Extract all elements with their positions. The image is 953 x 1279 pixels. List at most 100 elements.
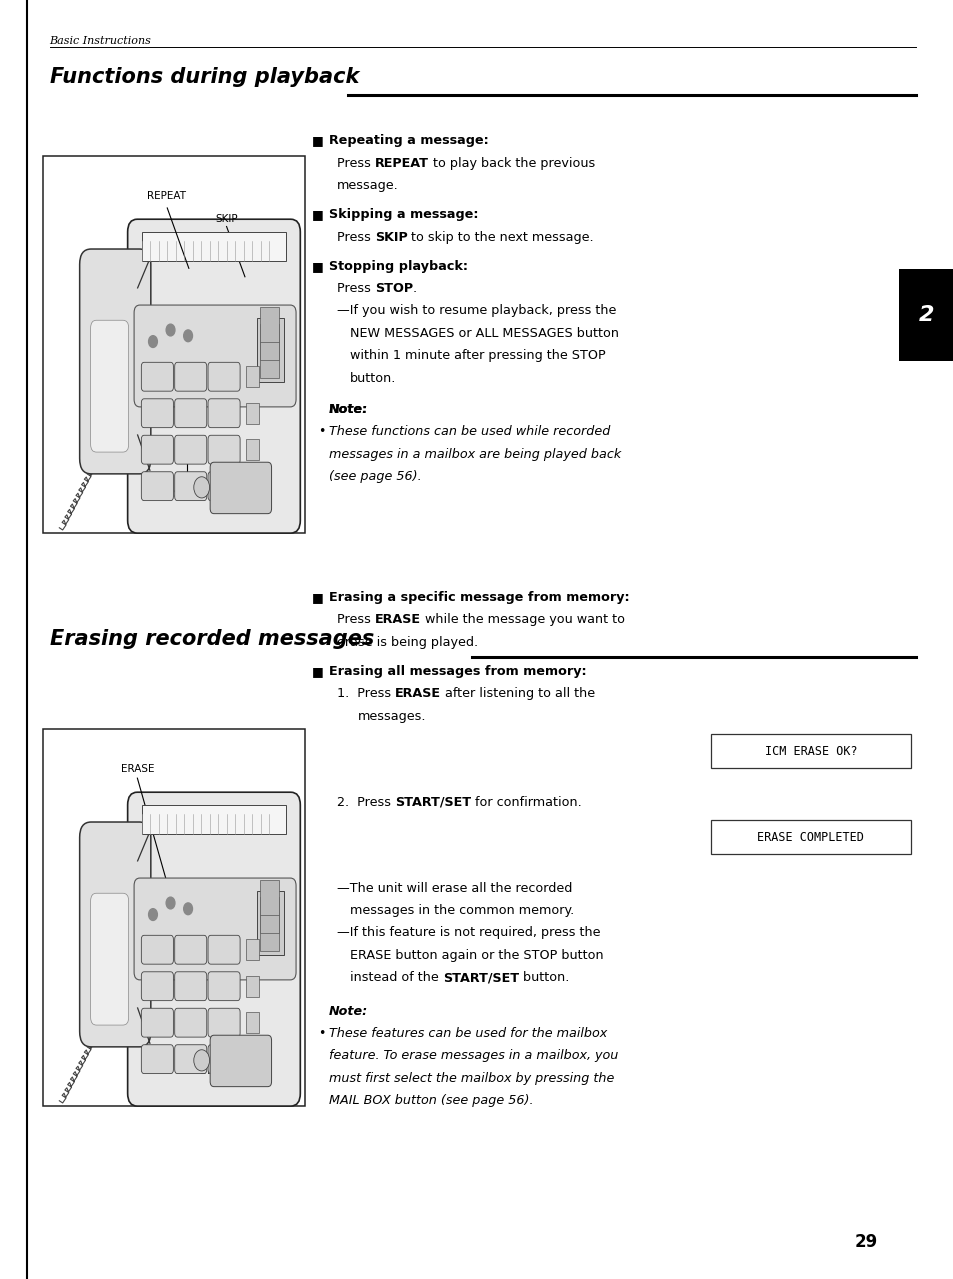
FancyBboxPatch shape [79,822,151,1046]
Text: Skipping a message:: Skipping a message: [329,208,478,221]
FancyBboxPatch shape [174,362,207,391]
FancyBboxPatch shape [141,399,173,427]
Text: 1.  Press: 1. Press [336,687,395,700]
Bar [246,403,259,423]
FancyBboxPatch shape [174,435,207,464]
Text: Basic Instructions: Basic Instructions [50,36,152,46]
Bar [246,476,259,496]
Text: STOP: STOP [375,281,413,295]
Text: STOP: STOP [173,490,201,499]
Text: START/SET: START/SET [395,796,471,808]
Text: after listening to all the: after listening to all the [440,687,595,700]
FancyBboxPatch shape [208,1008,240,1037]
Text: to skip to the next message.: to skip to the next message. [407,230,594,243]
FancyBboxPatch shape [174,1045,207,1073]
Text: erase is being played.: erase is being played. [336,636,477,648]
Bar [260,898,279,932]
Bar [246,1049,259,1069]
Text: SKIP: SKIP [375,230,407,243]
Text: Erasing a specific message from memory:: Erasing a specific message from memory: [329,591,629,604]
FancyBboxPatch shape [141,472,173,500]
Text: ERASE: ERASE [395,687,440,700]
Text: message.: message. [336,179,398,192]
Text: Press: Press [336,157,375,170]
Circle shape [193,1050,210,1071]
Text: •: • [317,425,325,439]
Bar [141,890,221,935]
Text: ■: ■ [312,208,323,221]
Bar [257,318,283,382]
FancyBboxPatch shape [174,399,207,427]
Circle shape [184,903,193,914]
Text: These functions can be used while recorded: These functions can be used while record… [329,425,610,439]
FancyBboxPatch shape [208,972,240,1000]
FancyBboxPatch shape [208,399,240,427]
Bar [246,1012,259,1033]
Circle shape [184,330,193,341]
Bar [43,156,305,533]
Text: ■: ■ [312,260,323,272]
Text: ERASE: ERASE [120,765,154,774]
Text: 2.  Press: 2. Press [336,796,395,808]
FancyBboxPatch shape [134,306,295,407]
FancyBboxPatch shape [208,362,240,391]
Text: MAIL BOX button (see page 56).: MAIL BOX button (see page 56). [329,1095,533,1108]
Text: Note:: Note: [329,403,368,416]
Text: Stopping playback:: Stopping playback: [329,260,468,272]
FancyBboxPatch shape [208,935,240,964]
FancyBboxPatch shape [174,935,207,964]
Bar [260,880,279,914]
Bar [260,916,279,950]
Text: ICM ERASE OK?: ICM ERASE OK? [763,744,857,757]
FancyBboxPatch shape [208,1045,240,1073]
Text: —If this feature is not required, press the: —If this feature is not required, press … [336,926,599,939]
Text: Press: Press [336,281,375,295]
FancyBboxPatch shape [79,249,151,473]
Circle shape [166,324,174,336]
Text: button.: button. [518,971,569,984]
FancyBboxPatch shape [128,792,300,1106]
Circle shape [193,477,210,498]
Text: Repeating a message:: Repeating a message: [329,134,488,147]
Bar [710,820,910,854]
Circle shape [149,335,157,348]
FancyBboxPatch shape [141,935,173,964]
Bar [710,734,910,769]
Text: Note:: Note: [329,1005,368,1018]
FancyBboxPatch shape [174,472,207,500]
Text: 29: 29 [854,1233,877,1251]
Text: Erasing all messages from memory:: Erasing all messages from memory: [329,665,586,678]
Text: Erasing recorded messages: Erasing recorded messages [50,629,374,650]
Circle shape [149,908,157,921]
Bar [246,939,259,961]
FancyBboxPatch shape [128,219,300,533]
FancyBboxPatch shape [141,435,173,464]
FancyBboxPatch shape [210,462,272,514]
Text: 2: 2 [918,304,933,325]
Text: must first select the mailbox by pressing the: must first select the mailbox by pressin… [329,1072,614,1085]
Text: feature. To erase messages in a mailbox, you: feature. To erase messages in a mailbox,… [329,1049,618,1063]
Text: button.: button. [350,371,396,385]
Text: Note:: Note: [329,403,368,416]
Text: These features can be used for the mailbox: These features can be used for the mailb… [329,1027,607,1040]
Text: SKIP: SKIP [215,214,237,224]
Text: —The unit will erase all the recorded: —The unit will erase all the recorded [336,881,572,894]
Text: ERASE COMPLETED: ERASE COMPLETED [757,830,863,844]
Text: REPEAT: REPEAT [147,192,186,201]
FancyBboxPatch shape [134,879,295,980]
Bar [246,366,259,388]
Bar [43,729,305,1106]
FancyBboxPatch shape [91,893,129,1024]
FancyBboxPatch shape [141,972,173,1000]
Text: Functions during playback: Functions during playback [50,67,358,87]
Bar [898,269,953,361]
FancyBboxPatch shape [174,972,207,1000]
Text: instead of the: instead of the [350,971,442,984]
Bar [141,317,221,362]
FancyBboxPatch shape [208,435,240,464]
Text: START/SET: START/SET [442,971,518,984]
Text: START/SET: START/SET [199,1067,253,1076]
Text: ■: ■ [312,591,323,604]
Text: messages.: messages. [357,710,426,723]
Bar [260,343,279,377]
